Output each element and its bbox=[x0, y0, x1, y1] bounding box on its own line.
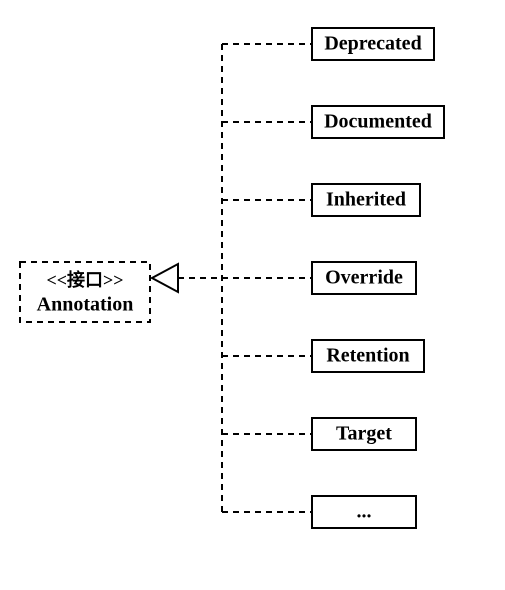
class-label: Retention bbox=[326, 345, 409, 367]
class-label: Inherited bbox=[326, 189, 406, 211]
class-label: Target bbox=[336, 423, 392, 445]
interface-name: Annotation bbox=[37, 294, 134, 316]
class-label: Deprecated bbox=[324, 33, 421, 55]
interface-stereotype: <<接口>> bbox=[46, 269, 123, 290]
realization-arrowhead bbox=[152, 264, 178, 292]
class-label: Override bbox=[325, 267, 403, 289]
class-label: Documented bbox=[324, 111, 432, 133]
class-label: ... bbox=[357, 501, 372, 523]
uml-diagram: <<接口>> Annotation Deprecated Documented Inhe… bbox=[0, 0, 505, 590]
